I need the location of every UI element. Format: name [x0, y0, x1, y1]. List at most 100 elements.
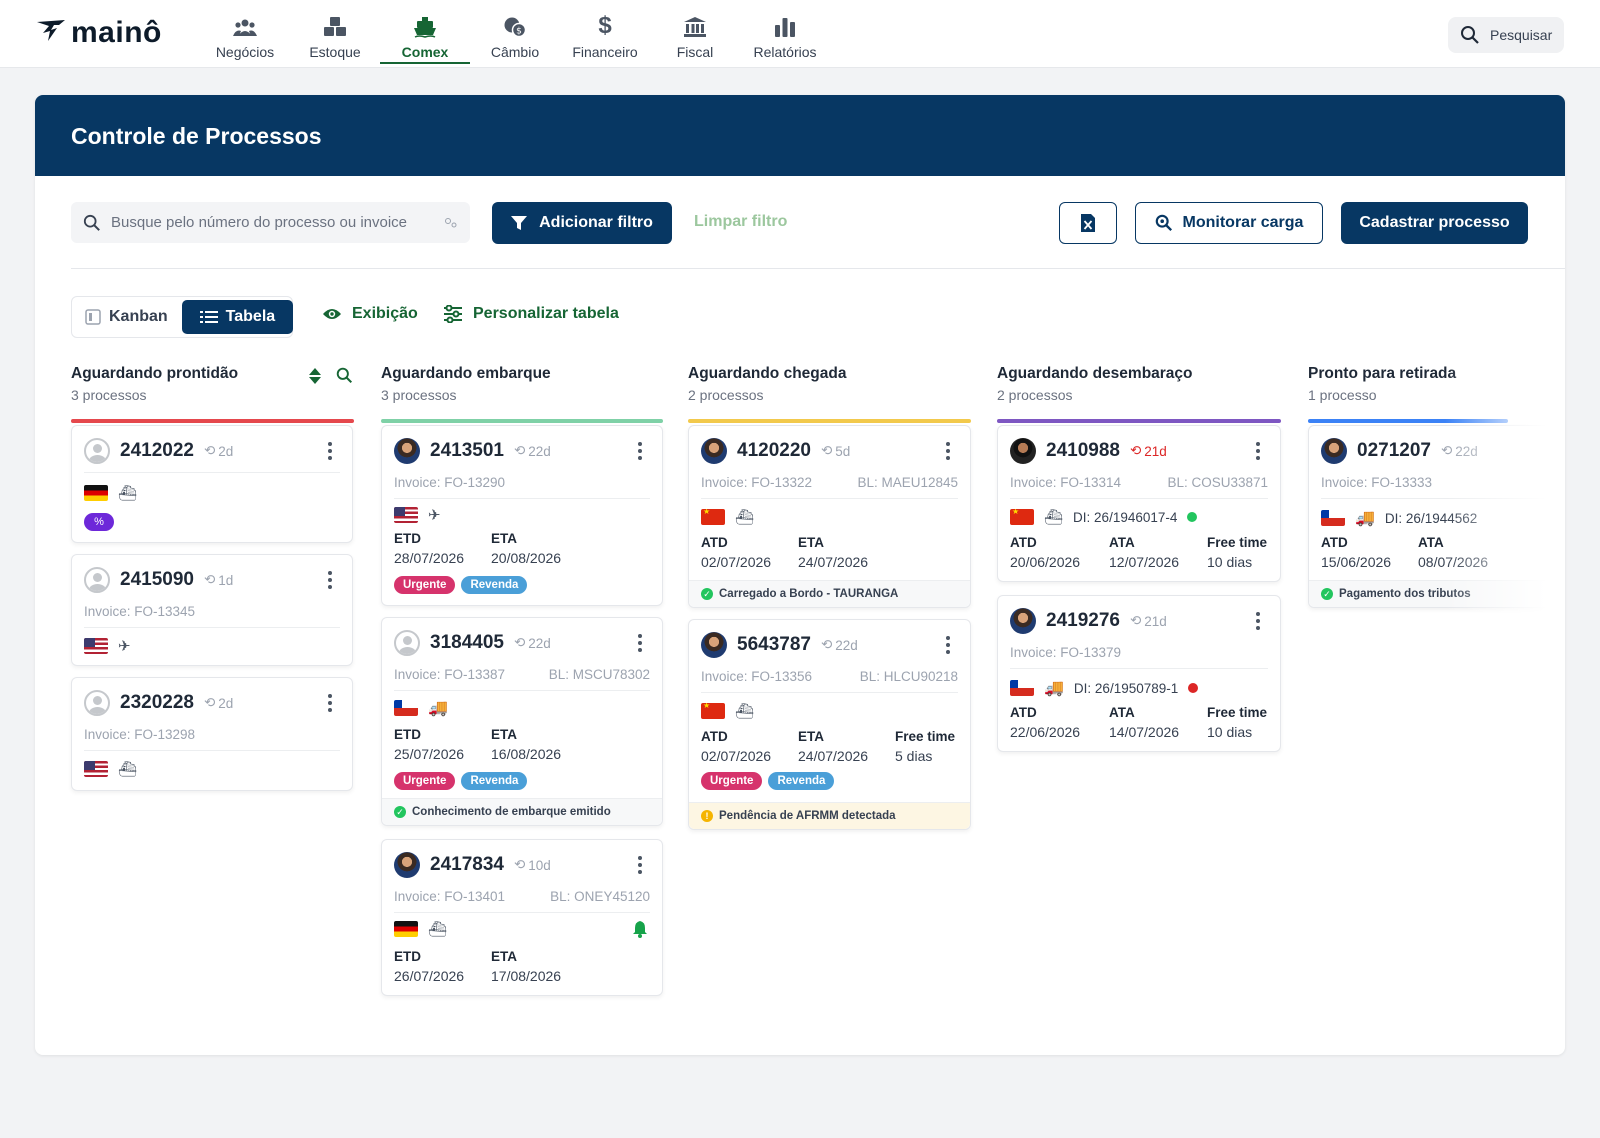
- card-menu-icon[interactable]: [1256, 442, 1260, 460]
- history-icon: ⟲: [513, 443, 526, 458]
- sort-icon[interactable]: [309, 368, 321, 384]
- history-icon: ⟲: [1129, 613, 1142, 628]
- process-age: ⟲ 22d: [821, 637, 858, 653]
- date-value: 5 dias: [895, 748, 933, 764]
- date-label: ETA: [798, 729, 824, 744]
- process-card[interactable]: 2417834 ⟲ 10d Invoice: FO-13401 BL: ONEY45…: [381, 839, 663, 996]
- process-card[interactable]: 2320228 ⟲ 2d Invoice: FO-13298 ⛴: [71, 677, 353, 791]
- process-search-input[interactable]: Busque pelo número do processo ou invoic…: [71, 202, 470, 243]
- nav-relatorios[interactable]: Relatórios: [740, 10, 830, 62]
- column-aguardando-prontidao: Aguardando prontidão 3 processos: [71, 365, 354, 423]
- process-number: 2412022: [120, 440, 194, 461]
- avatar: [84, 438, 110, 464]
- date-value: 28/07/2026: [394, 550, 465, 566]
- card-menu-icon[interactable]: [946, 442, 950, 460]
- process-card[interactable]: 4120220 ⟲ 5d Invoice: FO-13322 BL: MAEU128…: [688, 425, 971, 608]
- date-label: ETD: [394, 531, 421, 546]
- date-value: 20/06/2026: [1010, 554, 1081, 570]
- di-number: DI: 26/1946017-4: [1073, 509, 1178, 525]
- card-menu-icon[interactable]: [328, 442, 332, 460]
- nav-financeiro[interactable]: $ Financeiro: [560, 10, 650, 62]
- ship-icon: ⛴: [1044, 509, 1064, 526]
- truck-icon: 🚚: [428, 700, 448, 717]
- nav-cambio[interactable]: $ Câmbio: [470, 10, 560, 62]
- status-text: Carregado a Bordo - TAURANGA: [719, 588, 899, 600]
- column-search-icon[interactable]: [336, 367, 353, 384]
- card-divider: [1321, 498, 1545, 499]
- sliders-icon: [444, 305, 462, 323]
- export-excel-button[interactable]: [1059, 202, 1117, 244]
- view-toggle: Kanban Tabela: [71, 296, 294, 338]
- date-label: ETD: [394, 949, 421, 964]
- card-menu-icon[interactable]: [1256, 612, 1260, 630]
- date-value: 20/08/2026: [491, 550, 562, 566]
- table-view-button[interactable]: Tabela: [181, 300, 294, 334]
- card-divider: [394, 912, 650, 913]
- urgent-tag: Urgente: [394, 576, 456, 594]
- bl-number: BL: HLCU90218: [859, 669, 958, 684]
- register-process-button[interactable]: Cadastrar processo: [1341, 202, 1528, 244]
- usa-flag-icon: [394, 507, 418, 523]
- card-divider: [84, 472, 340, 473]
- nav-estoque[interactable]: Estoque: [290, 10, 380, 62]
- process-age: ⟲ 10d: [514, 857, 551, 873]
- date-value: 26/07/2026: [394, 968, 465, 984]
- bank-icon: [684, 17, 706, 37]
- search-settings-icon[interactable]: [444, 217, 458, 229]
- kanban-view-button[interactable]: Kanban: [75, 300, 178, 334]
- process-age: ⟲ 22d: [514, 443, 551, 459]
- card-menu-icon[interactable]: [638, 442, 642, 460]
- column-aguardando-desembaraco: Aguardando desembaraço 2 processos: [997, 365, 1281, 423]
- process-card[interactable]: 2413501 ⟲ 22d Invoice: FO-13290 ✈ ETD 28/07…: [381, 425, 663, 606]
- clear-filter-button[interactable]: Limpar filtro: [694, 213, 788, 230]
- date-value: 02/07/2026: [701, 554, 772, 570]
- monitor-cargo-button[interactable]: Monitorar carga: [1135, 202, 1323, 244]
- avatar: [394, 852, 420, 878]
- process-card[interactable]: 2415090 ⟲ 1d Invoice: FO-13345 ✈: [71, 554, 353, 666]
- bar-chart-icon: [775, 18, 795, 37]
- card-menu-icon[interactable]: [638, 856, 642, 874]
- process-card[interactable]: 2419276 ⟲ 21d Invoice: FO-13379 🚚 DI: 26/19…: [997, 595, 1281, 752]
- resale-tag: Revenda: [461, 576, 528, 594]
- check-circle-icon: ✓: [394, 806, 406, 818]
- date-label: ATD: [1010, 705, 1037, 720]
- brand-logo[interactable]: mainô: [35, 16, 162, 50]
- column-count: 1 processo: [1308, 387, 1377, 403]
- truck-icon: 🚚: [1044, 680, 1064, 697]
- nav-fiscal[interactable]: Fiscal: [650, 10, 740, 62]
- process-card[interactable]: 2412022 ⟲ 2d ⛴ %: [71, 425, 353, 543]
- card-menu-icon[interactable]: [638, 634, 642, 652]
- column-title: Aguardando embarque: [381, 365, 551, 382]
- monitor-cargo-label: Monitorar carga: [1182, 214, 1304, 231]
- bl-number: BL: MAEU12845: [857, 475, 958, 490]
- nav-negocios[interactable]: Negócios: [200, 10, 290, 62]
- age-value: 2d: [218, 443, 234, 459]
- customize-table-button[interactable]: Personalizar tabela: [443, 305, 619, 323]
- card-menu-icon[interactable]: [946, 636, 950, 654]
- top-navbar: mainô Negócios Estoque Comex $ Câmbio $ …: [0, 0, 1600, 68]
- add-filter-button[interactable]: Adicionar filtro: [492, 202, 672, 244]
- card-menu-icon[interactable]: [328, 571, 332, 589]
- exhibit-button[interactable]: Exibição: [322, 305, 418, 323]
- process-status: ✓ Conhecimento de embarque emitido: [382, 798, 662, 825]
- nav-label: Negócios: [215, 44, 275, 60]
- bell-icon[interactable]: [632, 920, 648, 938]
- date-value: 10 dias: [1207, 554, 1253, 570]
- avatar: [394, 630, 420, 656]
- date-label: Free time: [895, 729, 956, 744]
- card-menu-icon[interactable]: [328, 694, 332, 712]
- process-card[interactable]: 0271207 ⟲ 22d Invoice: FO-13333 🚚 DI: 26/19…: [1308, 425, 1558, 608]
- add-filter-label: Adicionar filtro: [539, 214, 653, 231]
- boxes-icon: [324, 17, 346, 36]
- process-card[interactable]: 3184405 ⟲ 22d Invoice: FO-13387 BL: MSCU78…: [381, 617, 663, 826]
- age-value: 5d: [835, 443, 851, 459]
- usa-flag-icon: [84, 638, 108, 654]
- date-label: ETA: [491, 531, 517, 546]
- process-card[interactable]: 5643787 ⟲ 22d Invoice: FO-13356 BL: HLCU90…: [688, 619, 971, 830]
- global-search-button[interactable]: Pesquisar: [1448, 17, 1564, 53]
- column-count: 2 processos: [688, 387, 764, 403]
- process-card[interactable]: 2410988 ⟲ 21d Invoice: FO-13314 BL: COSU33…: [997, 425, 1281, 582]
- nav-comex[interactable]: Comex: [380, 10, 470, 64]
- column-pronto-para-retirada: Pronto para retirada 1 processo: [1308, 365, 1508, 423]
- kanban-icon: [85, 309, 101, 325]
